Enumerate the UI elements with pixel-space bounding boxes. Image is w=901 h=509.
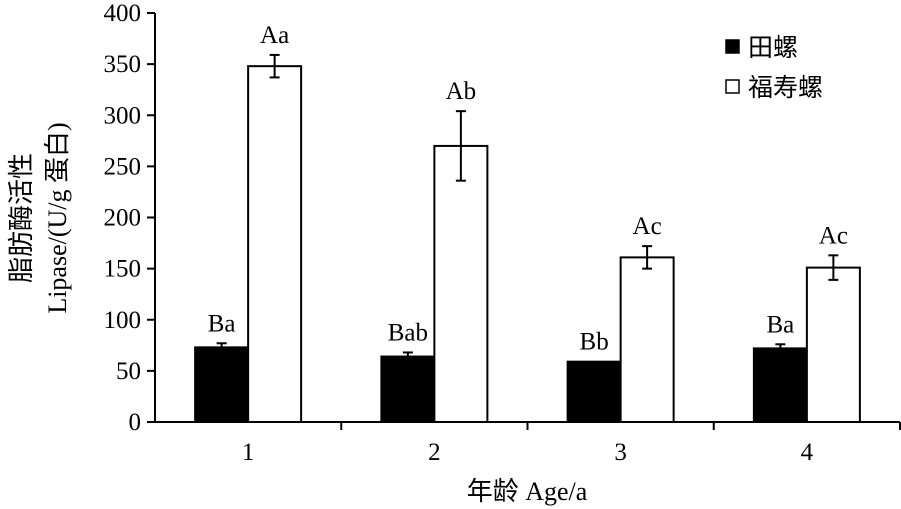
y-tick-label: 0: [129, 409, 142, 436]
y-tick-label: 50: [116, 358, 141, 385]
y-tick-label: 150: [104, 256, 142, 283]
significance-label: Bb: [580, 329, 609, 356]
bar: [566, 360, 622, 423]
legend-swatch-series-1: [725, 39, 740, 54]
significance-label: Aa: [260, 22, 289, 49]
legend-label-series-2: 福寿螺: [748, 73, 823, 102]
y-tick-label: 350: [104, 51, 142, 78]
significance-label: Ac: [633, 213, 662, 240]
legend: 田螺 福寿螺: [725, 33, 823, 102]
y-tick-label: 300: [104, 102, 142, 129]
bar: [752, 347, 808, 424]
y-tick-label: 400: [104, 0, 142, 27]
ticks-layer: 0 50 100 150 200 250 300 350 400 1 2 3 4: [104, 0, 901, 466]
legend-label-series-1: 田螺: [748, 33, 798, 62]
bar: [380, 355, 436, 423]
y-axis-title-line1: 脂肪酶活性: [7, 153, 36, 283]
y-tick-label: 250: [104, 153, 142, 180]
x-axis-title: 年龄 Age/a: [467, 477, 588, 506]
significance-label: Ab: [446, 78, 477, 105]
y-axis-title-line2: Lipase/(U/g 蛋白): [43, 122, 72, 313]
x-tick-label: 4: [801, 439, 814, 466]
labels-layer: Ba Aa Bab Ab Bb Ac Ba Ac: [208, 22, 848, 356]
x-tick-label: 1: [242, 439, 255, 466]
bar: [247, 65, 303, 423]
bars-layer: [194, 53, 861, 424]
bar: [619, 256, 675, 423]
legend-swatch-series-2: [725, 79, 740, 94]
y-tick-label: 100: [104, 307, 142, 334]
x-tick-label: 2: [428, 439, 441, 466]
significance-label: Ba: [766, 311, 794, 338]
significance-label: Ac: [819, 222, 848, 249]
bar: [433, 144, 489, 424]
significance-label: Bab: [388, 319, 428, 346]
bar: [805, 266, 861, 424]
y-tick-label: 200: [104, 205, 142, 232]
bar: [194, 346, 250, 424]
x-tick-label: 3: [614, 439, 627, 466]
significance-label: Ba: [208, 310, 236, 337]
